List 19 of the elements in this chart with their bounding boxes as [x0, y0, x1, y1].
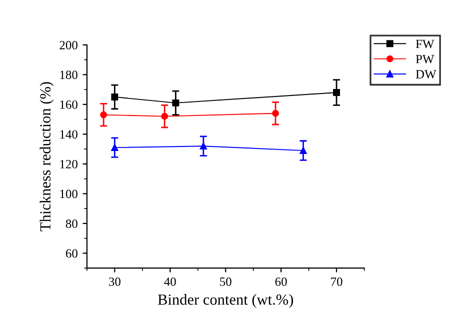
- y-tick-label: 180: [60, 70, 78, 80]
- legend-label: FW: [416, 40, 434, 48]
- x-tick-label: 70: [331, 277, 342, 286]
- y-axis-title: Thickness reduction (%): [40, 82, 54, 232]
- x-tick-label: 50: [220, 277, 232, 286]
- x-tick-label: 60: [275, 277, 287, 286]
- legend-label: PW: [416, 55, 434, 64]
- point: [333, 89, 340, 96]
- legend-label: DW: [416, 70, 436, 79]
- x-axis-title: Binder content (wt.%): [158, 294, 294, 308]
- x-tick-label: 30: [109, 277, 120, 286]
- y-tick-label: 160: [60, 100, 78, 109]
- y-tick-label: 140: [60, 130, 78, 139]
- x-tick-label: 40: [164, 277, 176, 286]
- y-tick-label: 120: [60, 160, 78, 168]
- y-tick-label: 60: [66, 249, 78, 258]
- y-tick-label: 100: [60, 190, 78, 198]
- y-tick-label: 80: [66, 219, 78, 228]
- y-tick-label: 200: [60, 40, 78, 50]
